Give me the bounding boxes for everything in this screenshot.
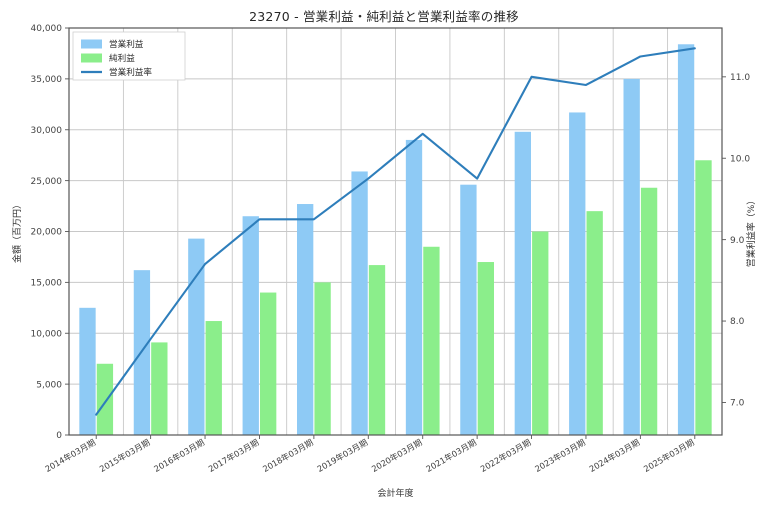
xtick-label: 2015年03月期 xyxy=(98,437,152,474)
xtick-label: 2022年03月期 xyxy=(479,437,533,474)
legend-label: 営業利益 xyxy=(109,38,144,50)
bar-operating-profit xyxy=(460,184,477,435)
ytick-label: 20,000 xyxy=(31,228,63,238)
xtick-label: 2024年03月期 xyxy=(587,437,641,474)
bar-operating-profit xyxy=(405,139,423,436)
xtick-label: 2021年03月期 xyxy=(424,437,478,474)
y2tick-label: 9.0 xyxy=(730,236,745,246)
bar-operating-profit xyxy=(569,112,586,435)
bar-net-profit xyxy=(695,160,712,435)
ytick-label: 5,000 xyxy=(36,380,62,390)
ytick-label: 0 xyxy=(56,431,62,441)
bar-net-profit xyxy=(205,321,222,435)
line-operating-margin xyxy=(95,47,696,416)
ytick-label: 40,000 xyxy=(31,24,63,34)
ytick-label: 25,000 xyxy=(31,177,63,187)
legend-label: 営業利益率 xyxy=(109,66,152,78)
bar-net-profit xyxy=(423,246,440,435)
bar-operating-profit xyxy=(623,78,640,435)
xtick-label: 2017年03月期 xyxy=(206,437,260,474)
ytick-label: 10,000 xyxy=(31,329,63,339)
y2tick-label: 11.0 xyxy=(730,73,750,83)
xtick-label: 2020年03月期 xyxy=(370,437,424,474)
chart-title: 23270 - 営業利益・純利益と営業利益率の推移 xyxy=(249,9,519,24)
bar-net-profit xyxy=(640,187,658,435)
y2tick-label: 10.0 xyxy=(730,154,750,164)
bar-net-profit xyxy=(151,342,168,435)
bar-operating-profit xyxy=(351,171,368,435)
xtick-label: 2023年03月期 xyxy=(533,437,587,474)
xtick-label: 2018年03月期 xyxy=(261,437,315,474)
y2-axis-title: 営業利益率（%） xyxy=(745,196,757,268)
legend-label: 純利益 xyxy=(109,52,135,64)
ytick-label: 15,000 xyxy=(31,279,63,289)
bar-net-profit xyxy=(260,292,277,435)
bar-operating-profit xyxy=(79,307,96,435)
bar-operating-profit xyxy=(297,204,314,435)
x-axis-title: 会計年度 xyxy=(377,487,413,499)
bar-net-profit xyxy=(368,265,386,435)
bar-net-profit xyxy=(586,211,603,435)
bar-net-profit xyxy=(477,262,494,435)
legend-swatch xyxy=(81,53,102,63)
bar-net-profit xyxy=(96,363,114,435)
bar-net-profit xyxy=(314,282,331,435)
xtick-label: 2016年03月期 xyxy=(152,437,206,474)
y-axis-title: 金額（百万円） xyxy=(11,200,23,263)
xtick-label: 2014年03月期 xyxy=(43,437,97,474)
plot-frame xyxy=(68,27,723,436)
bar-operating-profit xyxy=(242,216,259,435)
legend-swatch xyxy=(81,39,102,49)
xtick-label: 2019年03月期 xyxy=(315,437,369,474)
ytick-label: 35,000 xyxy=(31,75,63,85)
xtick-label: 2025年03月期 xyxy=(642,437,696,474)
bar-operating-profit xyxy=(188,238,205,435)
ytick-label: 30,000 xyxy=(31,126,63,136)
bar-operating-profit xyxy=(514,131,531,435)
bar-net-profit xyxy=(532,231,549,435)
y2tick-label: 7.0 xyxy=(730,399,745,409)
bar-operating-profit xyxy=(677,44,695,435)
y2tick-label: 8.0 xyxy=(730,317,745,327)
